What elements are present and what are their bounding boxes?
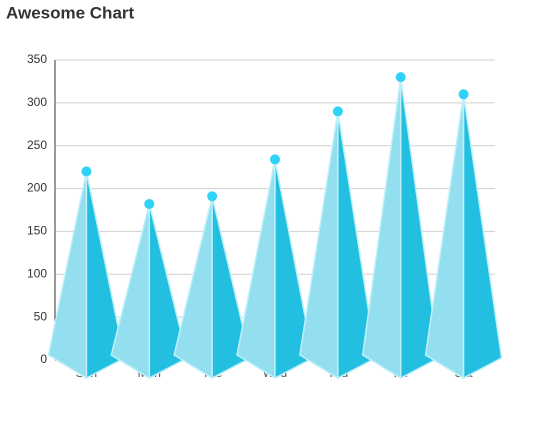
y-tick-label: 200 — [27, 181, 47, 195]
pyramid-left-face — [110, 203, 151, 380]
y-tick-label: 250 — [27, 138, 47, 152]
y-tick-label: 50 — [34, 309, 48, 323]
pyramid-left-face — [236, 159, 276, 380]
apex-dot — [81, 166, 92, 177]
y-tick-label: 0 — [40, 352, 47, 366]
pyramid-right-face — [148, 203, 189, 380]
apex-dot — [332, 106, 343, 117]
apex-dot — [207, 191, 218, 202]
pyramid-right-face — [337, 111, 377, 380]
y-tick-label: 100 — [27, 266, 47, 280]
y-tick-label: 300 — [27, 95, 47, 109]
pyramid-right-face — [399, 77, 440, 380]
apex-dot — [395, 72, 406, 83]
apex-dot — [270, 154, 280, 165]
y-tick-label: 150 — [27, 224, 47, 238]
y-tick-label: 350 — [27, 52, 47, 66]
pyramid-left-face — [299, 111, 339, 380]
apex-dot — [458, 89, 469, 100]
pyramid-left-face — [424, 94, 465, 380]
pyramid-right-face — [462, 94, 503, 380]
pyramid-right-face — [274, 159, 314, 380]
pyramid-left-face — [361, 77, 402, 380]
pyramid-right-face — [85, 171, 126, 380]
pyramid-left-face — [47, 171, 88, 380]
apex-dot — [144, 199, 155, 209]
chart-title: Awesome Chart — [6, 3, 135, 22]
pyramid-left-face — [173, 196, 213, 380]
